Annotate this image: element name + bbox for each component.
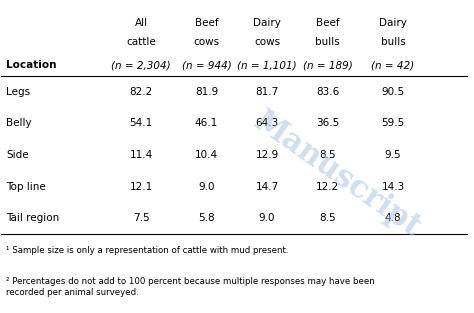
Text: Tail region: Tail region	[6, 213, 59, 223]
Text: 14.3: 14.3	[381, 182, 405, 192]
Text: 64.3: 64.3	[255, 118, 279, 128]
Text: (n = 1,101): (n = 1,101)	[237, 60, 297, 70]
Text: 4.8: 4.8	[384, 213, 401, 223]
Text: 82.2: 82.2	[129, 87, 153, 97]
Text: 5.8: 5.8	[198, 213, 215, 223]
Text: Location: Location	[6, 60, 56, 70]
Text: 14.7: 14.7	[255, 182, 279, 192]
Text: All: All	[135, 18, 148, 28]
Text: Manuscript: Manuscript	[247, 106, 427, 244]
Text: 59.5: 59.5	[381, 118, 405, 128]
Text: Dairy: Dairy	[379, 18, 407, 28]
Text: cows: cows	[254, 37, 280, 47]
Text: (n = 2,304): (n = 2,304)	[111, 60, 171, 70]
Text: 9.5: 9.5	[384, 150, 401, 160]
Text: 81.9: 81.9	[195, 87, 218, 97]
Text: 12.1: 12.1	[129, 182, 153, 192]
Text: 12.9: 12.9	[255, 150, 279, 160]
Text: 11.4: 11.4	[129, 150, 153, 160]
Text: Belly: Belly	[6, 118, 32, 128]
Text: (n = 189): (n = 189)	[303, 60, 353, 70]
Text: bulls: bulls	[315, 37, 340, 47]
Text: Dairy: Dairy	[253, 18, 281, 28]
Text: 7.5: 7.5	[133, 213, 149, 223]
Text: 83.6: 83.6	[316, 87, 339, 97]
Text: Top line: Top line	[6, 182, 46, 192]
Text: 9.0: 9.0	[198, 182, 215, 192]
Text: Beef: Beef	[195, 18, 219, 28]
Text: (n = 42): (n = 42)	[372, 60, 415, 70]
Text: Beef: Beef	[316, 18, 339, 28]
Text: Side: Side	[6, 150, 28, 160]
Text: (n = 944): (n = 944)	[182, 60, 231, 70]
Text: cattle: cattle	[127, 37, 156, 47]
Text: 36.5: 36.5	[316, 118, 339, 128]
Text: 12.2: 12.2	[316, 182, 339, 192]
Text: ¹ Sample size is only a representation of cattle with mud present.: ¹ Sample size is only a representation o…	[6, 246, 289, 255]
Text: 46.1: 46.1	[195, 118, 218, 128]
Text: 10.4: 10.4	[195, 150, 218, 160]
Text: 8.5: 8.5	[319, 213, 336, 223]
Text: bulls: bulls	[381, 37, 405, 47]
Text: cows: cows	[193, 37, 219, 47]
Text: Legs: Legs	[6, 87, 30, 97]
Text: ² Percentages do not add to 100 percent because multiple responses may have been: ² Percentages do not add to 100 percent …	[6, 278, 375, 297]
Text: 54.1: 54.1	[129, 118, 153, 128]
Text: 81.7: 81.7	[255, 87, 279, 97]
Text: 8.5: 8.5	[319, 150, 336, 160]
Text: 90.5: 90.5	[382, 87, 404, 97]
Text: 9.0: 9.0	[259, 213, 275, 223]
